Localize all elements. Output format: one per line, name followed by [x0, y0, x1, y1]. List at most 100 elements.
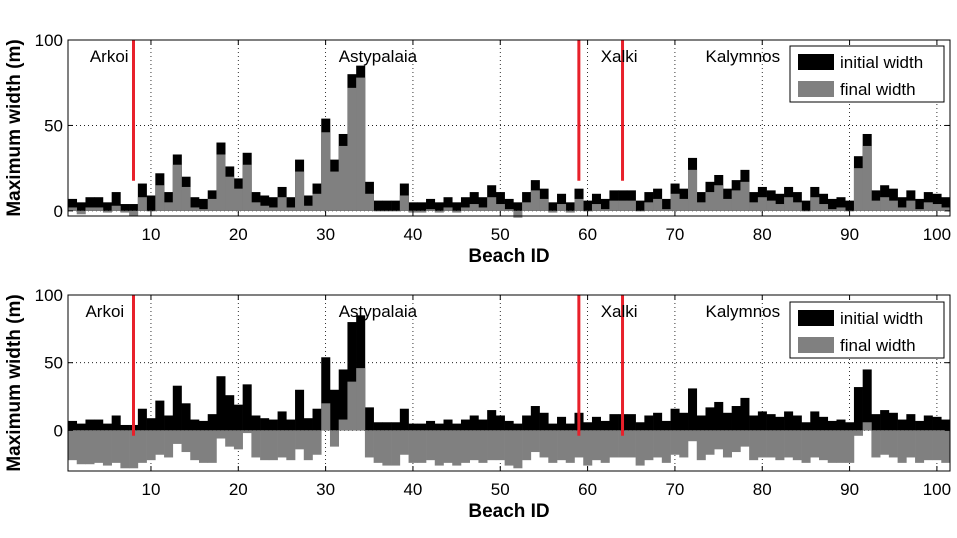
bar-final-width [329, 171, 340, 211]
bar-final-width [460, 430, 471, 463]
bar-final-width [364, 193, 374, 211]
bar-final-width [251, 430, 261, 458]
bar-initial-width [522, 192, 532, 211]
bar-final-width [338, 145, 348, 211]
bar-final-width [233, 188, 243, 211]
legend-swatch [798, 81, 834, 97]
y-axis-label: Maximum width (m) [4, 294, 25, 471]
region-label: Arkoi [90, 47, 129, 66]
bar-initial-width [530, 406, 540, 431]
bar-initial-width [452, 202, 462, 211]
bar-initial-width [539, 412, 549, 431]
y-axis-label: Maximum width (m) [4, 39, 25, 216]
bar-final-width [347, 381, 357, 431]
bar-initial-width [190, 197, 200, 211]
bar-initial-width [434, 202, 444, 211]
bar-final-width [757, 197, 767, 211]
bar-final-width [714, 185, 724, 211]
bar-initial-width [670, 408, 680, 431]
bar-final-width [670, 193, 680, 211]
bar-initial-width [635, 200, 645, 211]
bar-final-width [653, 430, 663, 458]
bar-final-width [731, 430, 741, 453]
bar-final-width [888, 200, 898, 211]
bar-final-width [827, 209, 837, 211]
bar-final-width [557, 204, 567, 211]
bar-initial-width [714, 401, 724, 431]
x-tick-label: 100 [923, 480, 951, 499]
bar-initial-width [915, 420, 925, 431]
bar-initial-width [495, 192, 505, 211]
bar-final-width [591, 430, 601, 461]
bar-initial-width [76, 423, 86, 431]
bar-initial-width [373, 422, 383, 431]
x-tick-label: 30 [316, 225, 335, 244]
bar-final-width [382, 430, 392, 466]
bar-final-width [85, 207, 95, 211]
bar-initial-width [426, 420, 436, 431]
bar-final-width [862, 422, 872, 431]
bar-final-width [286, 430, 296, 461]
bar-final-width [766, 200, 776, 211]
bar-final-width [696, 202, 706, 211]
bar-final-width [679, 430, 689, 458]
bar-initial-width [862, 369, 872, 431]
bar-final-width [94, 207, 104, 211]
bar-initial-width [915, 198, 925, 211]
bar-final-width [591, 204, 601, 211]
bar-initial-width [321, 357, 331, 431]
bar-final-width [181, 430, 191, 453]
bar-initial-width [426, 198, 436, 211]
bar-initial-width [609, 414, 619, 431]
bar-initial-width [478, 419, 488, 431]
bar-final-width [722, 430, 732, 458]
x-tick-label: 20 [229, 480, 248, 499]
bar-final-width [487, 430, 497, 461]
bar-initial-width [871, 414, 881, 431]
bar-initial-width [548, 202, 558, 211]
bar-final-width [295, 171, 305, 211]
bar-final-width [845, 430, 855, 463]
bar-initial-width [792, 192, 802, 211]
bar-initial-width [111, 192, 121, 211]
bar-final-width [172, 430, 182, 444]
bar-initial-width [487, 410, 497, 431]
bar-final-width [609, 200, 619, 211]
bar-final-width [321, 132, 331, 211]
legend: initial width final width [789, 45, 945, 103]
x-tick-label: 100 [923, 225, 951, 244]
bar-final-width [225, 176, 235, 211]
bar-final-width [906, 430, 916, 458]
legend: initial width final width [789, 301, 945, 359]
bar-initial-width [417, 423, 427, 431]
bar-initial-width [495, 415, 505, 431]
bar-final-width [740, 430, 750, 447]
bar-initial-width [819, 416, 829, 431]
bar-initial-width [129, 204, 139, 211]
bar-initial-width [268, 197, 278, 211]
bar-initial-width [635, 422, 645, 431]
bar-initial-width [277, 411, 287, 431]
bar-final-width [522, 202, 532, 211]
bar-final-width [198, 430, 209, 463]
bar-final-width [853, 168, 863, 211]
x-tick-label: 80 [753, 225, 772, 244]
bar-final-width [862, 145, 872, 211]
bar-final-width [102, 430, 112, 466]
bar-final-width [688, 169, 698, 211]
bar-initial-width [731, 406, 741, 431]
legend-label: initial width [840, 309, 923, 328]
x-axis-label: Beach ID [468, 501, 549, 522]
bar-initial-width [792, 415, 802, 431]
bar-initial-width [443, 419, 453, 431]
bar-final-width [600, 209, 610, 211]
bar-initial-width [268, 419, 278, 431]
bar-initial-width [102, 202, 112, 211]
bar-initial-width [749, 192, 759, 211]
bar-final-width [653, 198, 663, 211]
x-tick-label: 90 [840, 480, 859, 499]
bar-final-width [513, 210, 523, 218]
bar-final-width [417, 430, 427, 463]
bar-initial-width [68, 420, 78, 431]
bar-final-width [548, 210, 558, 213]
